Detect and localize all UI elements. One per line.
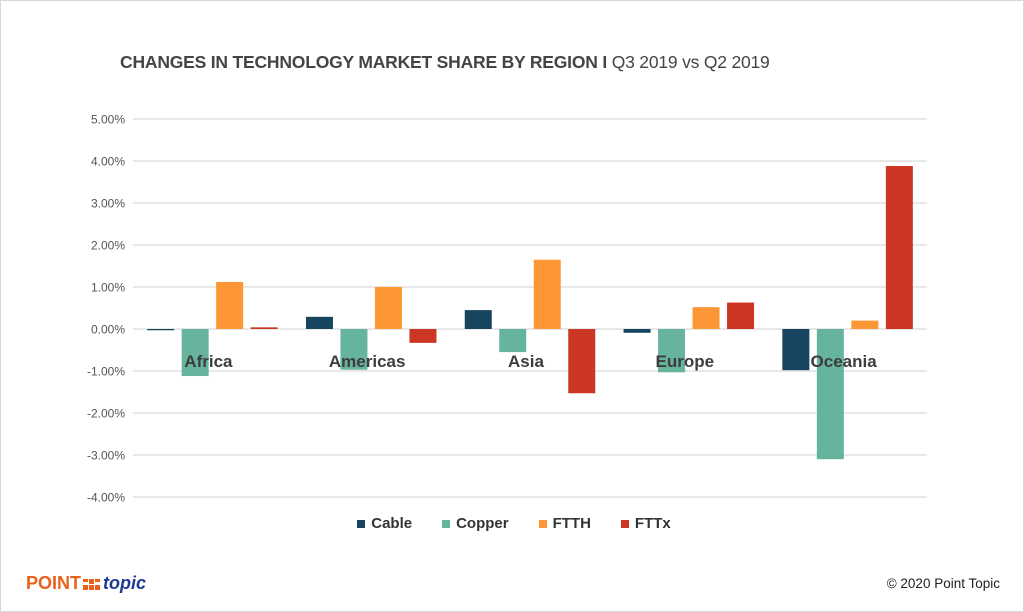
y-tick-label: -2.00% [87, 407, 125, 421]
legend-swatch-ftth [538, 519, 547, 528]
chart-title-main: CHANGES IN TECHNOLOGY MARKET SHARE BY RE… [120, 52, 608, 72]
legend-swatch-copper [442, 519, 451, 528]
bar-oceania-fttx [885, 166, 913, 329]
bar-asia-copper [499, 329, 527, 353]
bar-oceania-cable [782, 329, 810, 371]
bar-americas-ftth [374, 287, 402, 329]
bar-americas-copper [340, 329, 368, 370]
bar-oceania-ftth [851, 320, 879, 329]
logo-point-text: POINT [26, 573, 82, 593]
bar-asia-cable [464, 310, 492, 329]
category-label-asia: Asia [508, 352, 544, 371]
chart-title-period: Q3 2019 vs Q2 2019 [611, 52, 770, 72]
y-axis-ticks: 5.00% 4.00% 3.00% 2.00% 1.00% 0.00% -1.00% -2.0… [87, 113, 125, 505]
bar-europe-copper [658, 329, 686, 373]
category-label-africa: Africa [184, 352, 233, 371]
category-label-europe: Europe [656, 352, 715, 371]
gridlines [133, 118, 927, 498]
y-tick-label: 4.00% [91, 155, 125, 169]
bar-europe-fttx [727, 302, 755, 329]
bar-asia-fttx [568, 329, 596, 394]
bar-africa-cable [147, 329, 175, 331]
legend-label-copper: Copper [456, 515, 509, 532]
copyright: © 2020 Point Topic [886, 576, 1000, 591]
y-tick-label: 1.00% [91, 281, 125, 295]
bar-americas-fttx [409, 329, 437, 343]
category-label-oceania: Oceania [811, 352, 878, 371]
bar-europe-ftth [692, 307, 720, 329]
bar-africa-fttx [250, 327, 278, 329]
logo-topic-text: topic [103, 573, 147, 593]
legend-label-ftth: FTTH [552, 515, 591, 532]
y-tick-label: -4.00% [87, 491, 125, 505]
legend-label-fttx: FTTx [634, 515, 671, 532]
y-tick-label: 2.00% [91, 239, 125, 253]
chart-title: CHANGES IN TECHNOLOGY MARKET SHARE BY RE… [120, 52, 770, 73]
logo-blocks-icon [83, 579, 101, 590]
legend-item-ftth: FTTH [538, 515, 591, 532]
category-labels: Africa Americas Asia Europe Oceania [184, 352, 877, 371]
bar-americas-cable [305, 316, 333, 329]
bar-europe-cable [623, 329, 651, 333]
bar-asia-ftth [533, 259, 561, 329]
legend: Cable Copper FTTH FTTx [0, 515, 1024, 532]
y-tick-label: 0.00% [91, 323, 125, 337]
category-label-americas: Americas [329, 352, 406, 371]
bar-africa-ftth [216, 281, 244, 329]
legend-swatch-fttx [620, 519, 629, 528]
legend-item-copper: Copper [442, 515, 509, 532]
y-tick-label: 3.00% [91, 197, 125, 211]
y-tick-label: -3.00% [87, 449, 125, 463]
legend-item-cable: Cable [357, 515, 412, 532]
y-tick-label: 5.00% [91, 113, 125, 127]
point-topic-logo: POINT topic [26, 573, 146, 594]
legend-swatch-cable [357, 519, 366, 528]
legend-item-fttx: FTTx [620, 515, 671, 532]
y-tick-label: -1.00% [87, 365, 125, 379]
bar-africa-copper [181, 329, 209, 377]
bars [147, 166, 913, 460]
legend-label-cable: Cable [371, 515, 413, 532]
bar-oceania-copper [816, 329, 844, 460]
